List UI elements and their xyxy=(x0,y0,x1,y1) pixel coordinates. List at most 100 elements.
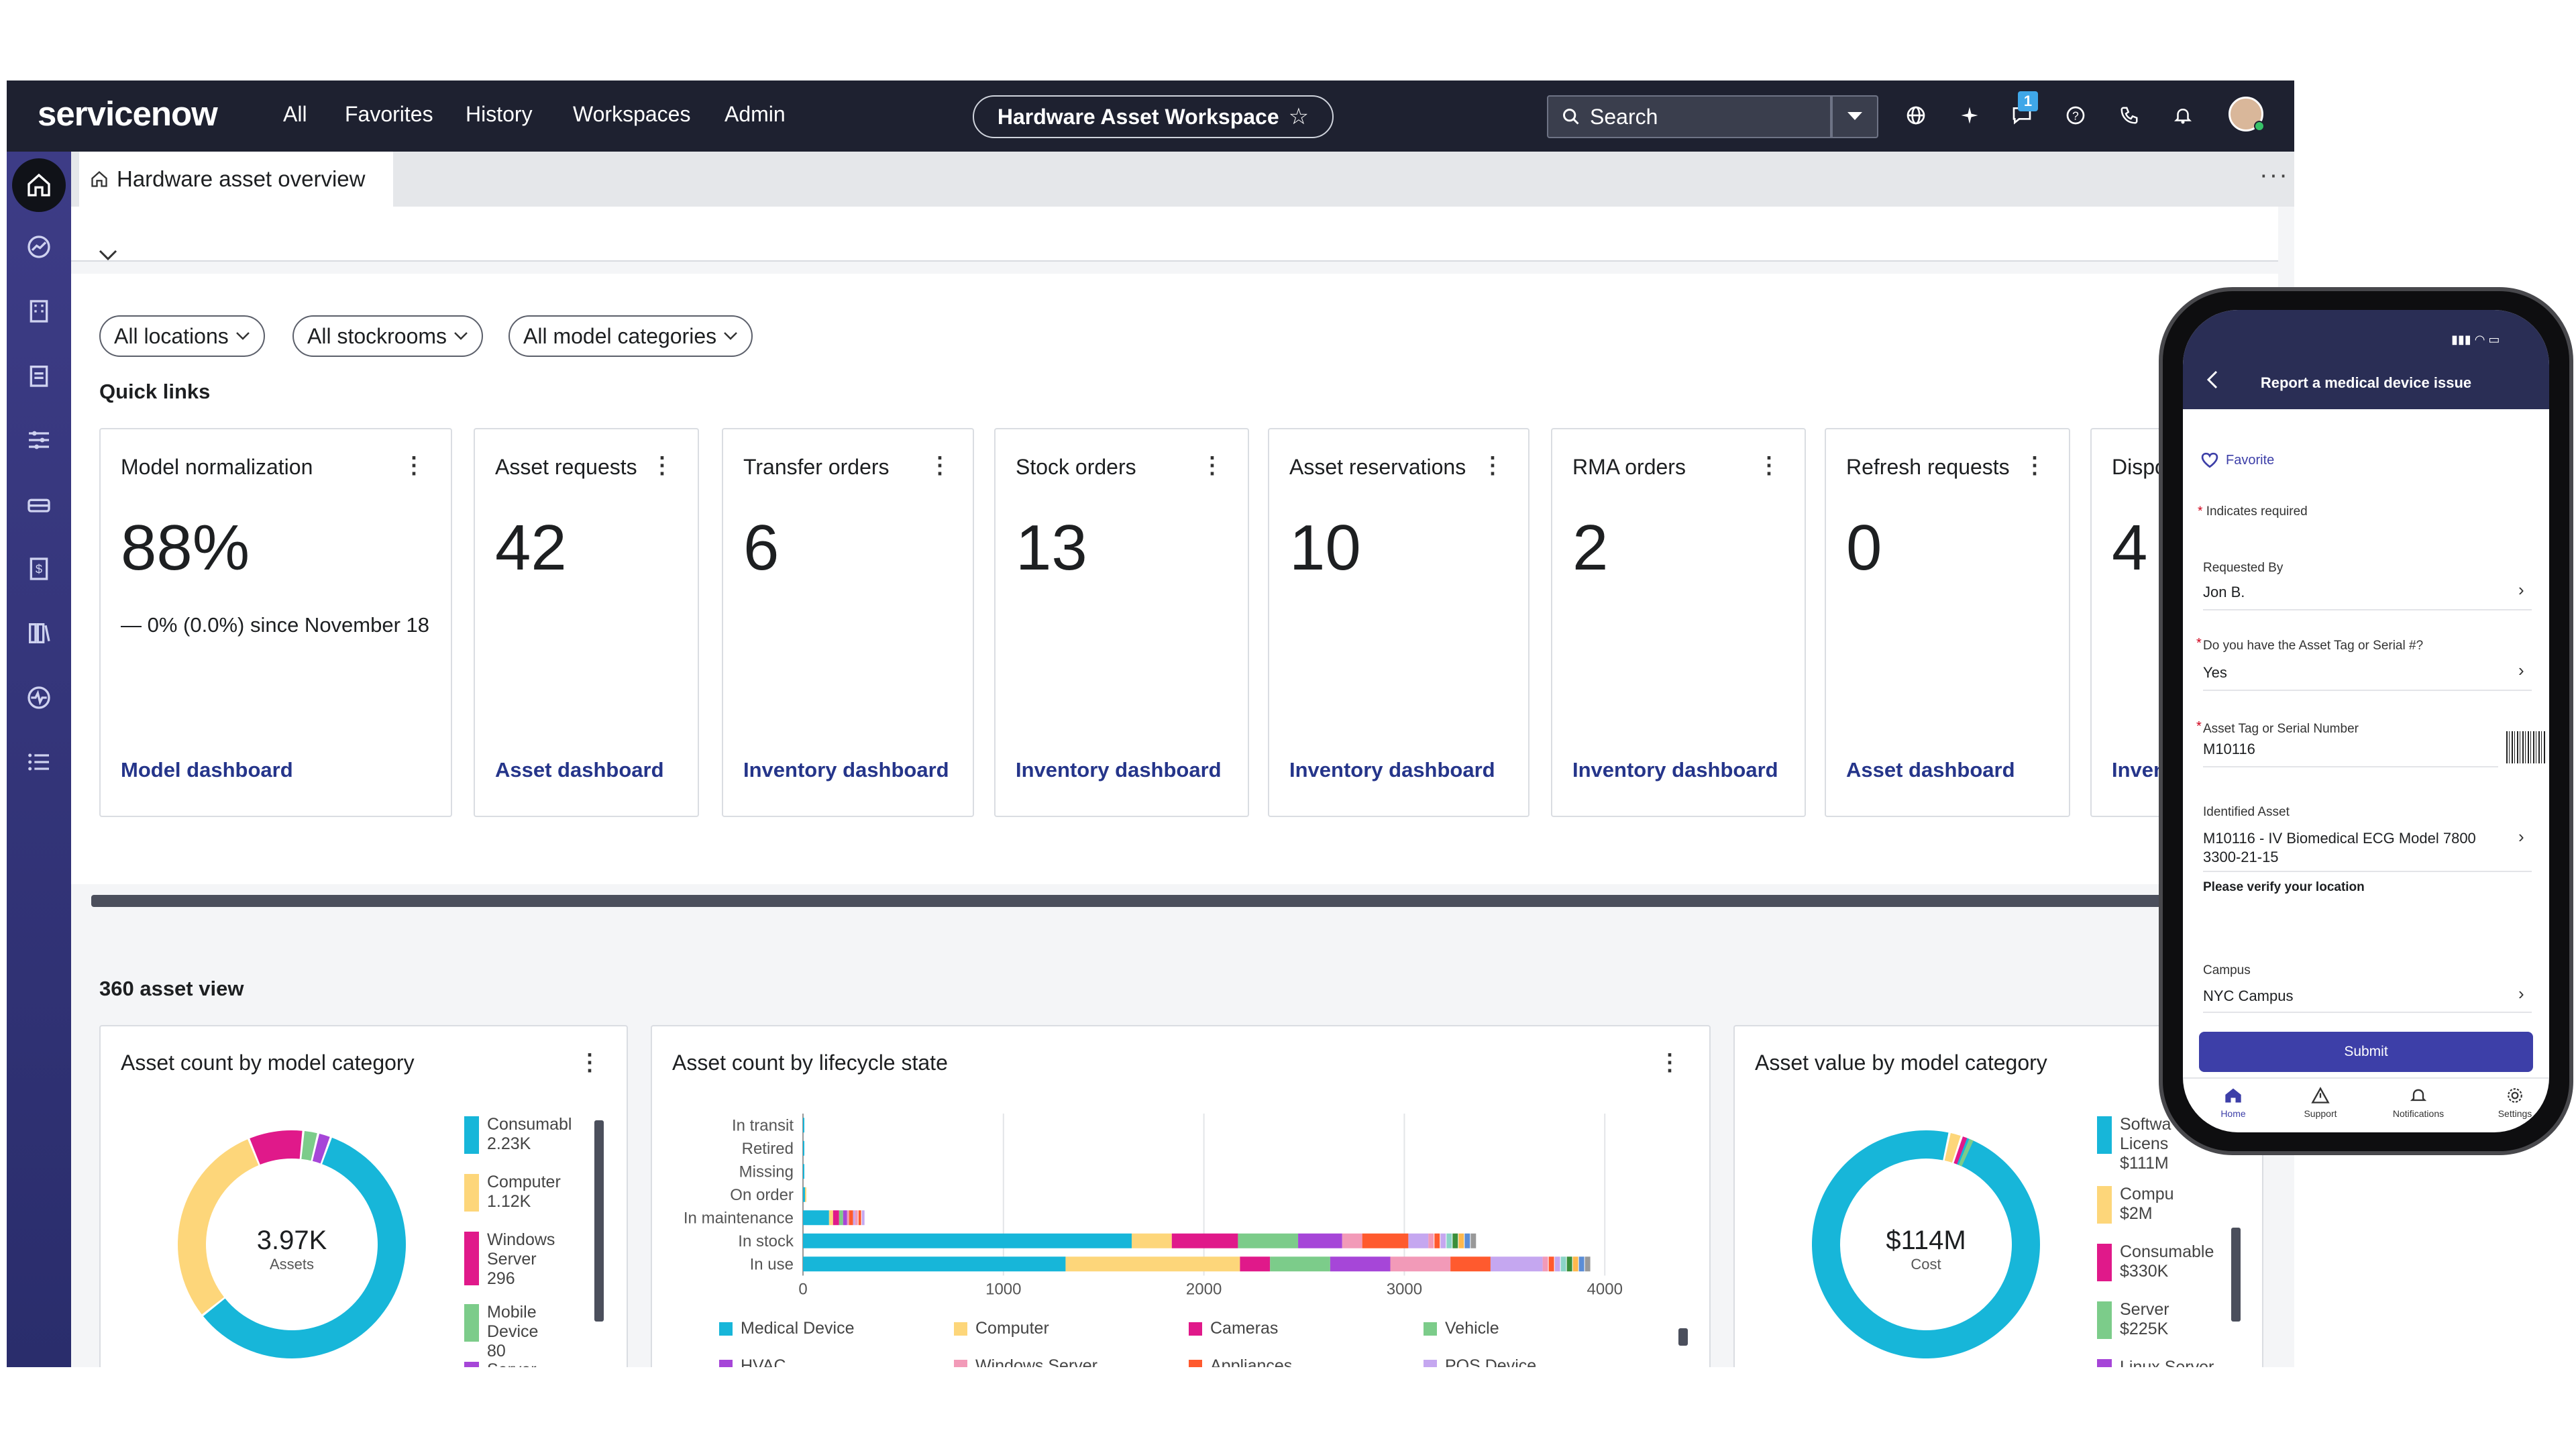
bar-segment[interactable] xyxy=(804,1187,806,1202)
filter-locations[interactable]: All locations xyxy=(99,315,265,357)
tab-home[interactable]: Home xyxy=(2220,1108,2246,1119)
bar-segment[interactable] xyxy=(855,1210,858,1226)
building-icon[interactable] xyxy=(23,295,55,327)
activity-icon[interactable] xyxy=(23,682,55,714)
search-scope-dropdown[interactable] xyxy=(1831,95,1878,138)
horizontal-scrollbar[interactable] xyxy=(91,895,2278,907)
legend-scrollbar[interactable] xyxy=(1678,1328,1688,1346)
card-link[interactable]: Inventory dashboard xyxy=(743,758,949,782)
card-asset-reservations[interactable]: Asset reservations ⋮ 10 Inventory dashbo… xyxy=(1268,428,1529,817)
bar-segment[interactable] xyxy=(1342,1233,1362,1248)
kebab-menu-icon[interactable]: ⋮ xyxy=(1201,453,1224,478)
donut-slice-windows-server[interactable] xyxy=(250,1130,303,1165)
legend-item[interactable]: HVAC xyxy=(719,1356,786,1367)
bar-segment[interactable] xyxy=(803,1256,1066,1272)
card-link[interactable]: Asset dashboard xyxy=(495,758,664,782)
bar-segment[interactable] xyxy=(858,1210,861,1226)
bar-segment[interactable] xyxy=(1408,1233,1429,1248)
workspace-title-pill[interactable]: Hardware Asset Workspace ☆ xyxy=(973,95,1334,138)
kebab-menu-icon[interactable]: ⋮ xyxy=(402,453,425,478)
card-link[interactable]: Inventory dashboard xyxy=(1572,758,1778,782)
card-rma-orders[interactable]: RMA orders ⋮ 2 Inventory dashboard xyxy=(1551,428,1806,817)
bar-segment[interactable] xyxy=(861,1210,865,1226)
bar-segment[interactable] xyxy=(839,1210,843,1226)
bar-segment[interactable] xyxy=(1446,1233,1452,1248)
nav-favorites[interactable]: Favorites xyxy=(345,102,433,126)
bar-segment[interactable] xyxy=(1470,1233,1477,1248)
legend-item[interactable]: Vehicle xyxy=(1424,1319,1499,1338)
card-link[interactable]: Inven xyxy=(2112,758,2166,782)
bell-icon[interactable] xyxy=(2381,1087,2455,1108)
bar-segment[interactable] xyxy=(1578,1256,1585,1272)
legend-item[interactable]: Appliances xyxy=(1189,1356,1292,1367)
chevron-down-icon[interactable] xyxy=(98,248,118,265)
submit-button[interactable]: Submit xyxy=(2199,1032,2533,1072)
requested-by-value[interactable]: Jon B. xyxy=(2203,584,2245,600)
bar-segment[interactable] xyxy=(803,1164,804,1179)
bar-segment[interactable] xyxy=(1298,1233,1342,1248)
home-icon[interactable] xyxy=(2196,1087,2270,1108)
filter-model-categories[interactable]: All model categories xyxy=(508,315,753,357)
bar-segment[interactable] xyxy=(1330,1256,1391,1272)
legend-item[interactable]: Mobile Device 80 xyxy=(464,1303,572,1360)
donut-slice-server[interactable] xyxy=(312,1134,330,1164)
nav-admin[interactable]: Admin xyxy=(724,102,786,126)
bar-segment[interactable] xyxy=(1362,1233,1409,1248)
search-input[interactable]: Search xyxy=(1547,95,1831,138)
bar-segment[interactable] xyxy=(849,1210,853,1226)
legend-item[interactable]: Softwa Licens $111M xyxy=(2097,1115,2231,1175)
legend-item[interactable]: Compu $2M xyxy=(2097,1185,2231,1232)
help-icon[interactable]: ? xyxy=(2059,99,2092,131)
bar-segment[interactable] xyxy=(1240,1256,1271,1272)
bar-segment[interactable] xyxy=(847,1210,849,1226)
storage-icon[interactable] xyxy=(23,488,55,521)
bar-segment[interactable] xyxy=(1434,1233,1440,1248)
bar-segment[interactable] xyxy=(1542,1256,1548,1272)
back-chevron-icon[interactable] xyxy=(2206,370,2219,392)
analytics-icon[interactable] xyxy=(23,231,55,263)
bar-segment[interactable] xyxy=(1132,1233,1172,1248)
bar-segment[interactable] xyxy=(1566,1256,1572,1272)
bar-segment[interactable] xyxy=(853,1210,855,1226)
legend-scrollbar[interactable] xyxy=(594,1120,604,1322)
bar-segment[interactable] xyxy=(1560,1256,1566,1272)
kebab-menu-icon[interactable]: ⋮ xyxy=(928,453,951,478)
bar-segment[interactable] xyxy=(1464,1233,1470,1248)
legend-item[interactable]: POS Device xyxy=(1424,1356,1536,1367)
identified-asset-value[interactable]: M10116 - IV Biomedical ECG Model 7800 33… xyxy=(2203,830,2476,865)
bar-segment[interactable] xyxy=(1390,1256,1451,1272)
card-link[interactable]: Inventory dashboard xyxy=(1289,758,1495,782)
bell-icon[interactable] xyxy=(2167,99,2199,131)
filter-stockrooms[interactable]: All stockrooms xyxy=(292,315,484,357)
bar-segment[interactable] xyxy=(828,1210,833,1226)
card-refresh-requests[interactable]: Refresh requests ⋮ 0 Asset dashboard xyxy=(1825,428,2070,817)
legend-item[interactable]: Windows Server 296 xyxy=(464,1230,555,1291)
legend-item[interactable]: Server70 xyxy=(464,1360,572,1367)
bar-segment[interactable] xyxy=(1270,1256,1330,1272)
nav-workspaces[interactable]: Workspaces xyxy=(573,102,691,126)
card-link[interactable]: Asset dashboard xyxy=(1846,758,2015,782)
more-options-icon[interactable]: ··· xyxy=(2259,161,2289,189)
tab-hardware-asset-overview[interactable]: Hardware asset overview xyxy=(79,152,393,207)
donut-slice-computer[interactable] xyxy=(178,1139,259,1315)
bar-segment[interactable] xyxy=(1065,1256,1240,1272)
card-link[interactable]: Inventory dashboard xyxy=(1016,758,1222,782)
legend-item[interactable]: Consumable2.23K xyxy=(464,1115,572,1162)
card-model-normalization[interactable]: Model normalization ⋮ 88% — 0% (0.0%) si… xyxy=(99,428,452,817)
legend-item[interactable]: Cameras xyxy=(1189,1319,1278,1338)
nav-all[interactable]: All xyxy=(283,102,307,126)
kebab-menu-icon[interactable]: ⋮ xyxy=(2023,453,2046,478)
barcode-icon[interactable] xyxy=(2506,731,2546,763)
nav-history[interactable]: History xyxy=(466,102,533,126)
card-stock-orders[interactable]: Stock orders ⋮ 13 Inventory dashboard xyxy=(994,428,1249,817)
donut-slice-consumable[interactable] xyxy=(1953,1136,1968,1165)
bar-segment[interactable] xyxy=(1238,1233,1299,1248)
card-link[interactable]: Model dashboard xyxy=(121,758,293,782)
bar-segment[interactable] xyxy=(843,1210,847,1226)
finance-icon[interactable]: $ xyxy=(23,553,55,585)
bar-segment[interactable] xyxy=(1450,1256,1491,1272)
bar-segment[interactable] xyxy=(1171,1233,1238,1248)
bar-segment[interactable] xyxy=(803,1187,805,1202)
home-icon[interactable] xyxy=(12,158,66,212)
bar-segment[interactable] xyxy=(803,1233,1132,1248)
